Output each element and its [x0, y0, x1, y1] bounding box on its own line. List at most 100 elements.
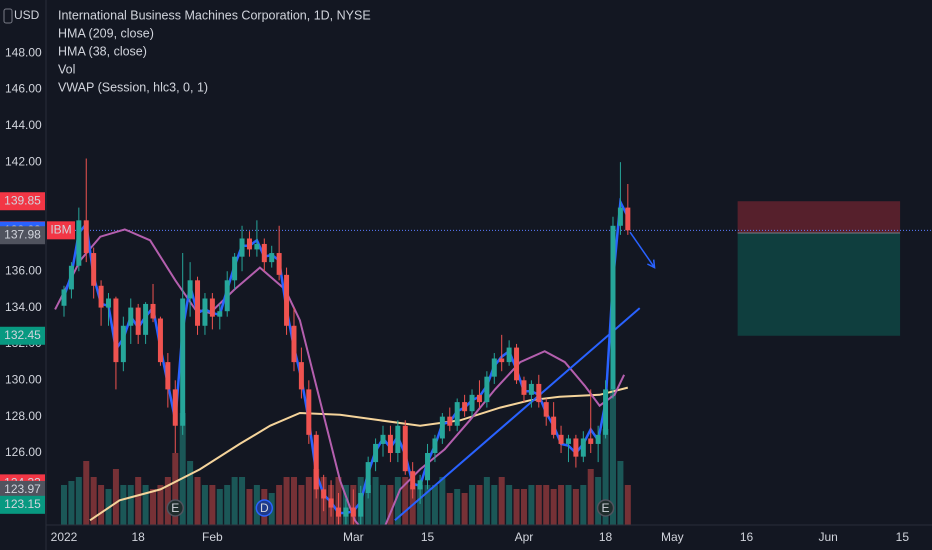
volume-bar: [602, 429, 609, 525]
candle-body: [380, 434, 386, 444]
candle-body: [313, 434, 319, 490]
candle-body: [625, 207, 631, 231]
arrow-line: [629, 231, 656, 269]
y-tick-label: 128.00: [5, 409, 42, 423]
price-badge: [0, 326, 45, 345]
candle-body: [68, 265, 74, 290]
y-tick-label: 148.00: [5, 45, 42, 59]
volume-bar: [372, 477, 379, 525]
event-marker: [255, 499, 274, 517]
volume-bar: [142, 485, 149, 525]
volume-bar: [90, 477, 97, 525]
candle-body: [506, 347, 512, 363]
x-tick-label: 15: [896, 530, 910, 544]
candle-body: [209, 298, 215, 317]
volume-bar: [224, 485, 231, 525]
candle-body: [350, 507, 356, 517]
candle-body: [365, 462, 371, 494]
candle-body: [98, 285, 104, 308]
candle-body: [588, 438, 594, 444]
volume-bar: [380, 485, 387, 525]
volume-bar: [127, 485, 134, 525]
currency: USD: [14, 8, 40, 22]
volume-bar: [150, 489, 157, 525]
candle-body: [284, 274, 290, 326]
x-tick-label: 15: [421, 530, 435, 544]
volume-bar: [439, 477, 446, 525]
indicator-line: [54, 228, 626, 525]
price-badge-label: 123.97: [4, 482, 41, 496]
volume-bar: [454, 489, 461, 525]
candle-body: [565, 438, 571, 444]
candle-body: [343, 507, 349, 517]
volume-bar: [491, 485, 498, 525]
candle-body: [298, 362, 304, 390]
volume-bar: [112, 469, 119, 525]
candle-body: [580, 438, 586, 457]
x-tick-label: Feb: [202, 530, 223, 544]
candle-body: [558, 434, 564, 444]
legend-item: VWAP (Session, hlc3, 0, 1): [58, 80, 208, 94]
candle-body: [180, 298, 186, 426]
volume-bar: [98, 485, 105, 525]
candle-body: [306, 389, 312, 435]
candle-body: [135, 307, 141, 335]
volume-bar: [446, 493, 453, 525]
x-tick-label: May: [661, 530, 684, 544]
indicator-line: [89, 386, 629, 522]
volume-bar: [239, 477, 246, 525]
volume-bar: [179, 413, 186, 525]
candle-body: [469, 394, 475, 412]
arrow-head: [647, 259, 656, 269]
candle-body: [224, 280, 230, 312]
volume-bar: [387, 485, 394, 525]
candle-body: [528, 383, 534, 395]
legend-item: HMA (209, close): [58, 26, 154, 40]
trendline: [394, 307, 641, 522]
candle-body: [239, 238, 245, 257]
volume-bar: [68, 481, 75, 525]
volume-bar: [498, 477, 505, 525]
candle-body: [217, 311, 223, 317]
volume-bar: [624, 485, 631, 525]
candle-body: [617, 207, 623, 226]
candle-body: [439, 416, 445, 439]
volume-bar: [587, 469, 594, 525]
candle-body: [514, 347, 520, 381]
candle-body: [476, 394, 482, 403]
candle-body: [395, 425, 401, 454]
volume-bar: [187, 461, 194, 525]
volume-bar: [483, 477, 490, 525]
price-badge: [0, 495, 45, 514]
candle-body: [536, 383, 542, 403]
legend-item: HMA (38, close): [58, 44, 147, 58]
volume-bar: [209, 485, 216, 525]
volume-bar: [550, 489, 557, 525]
volume-bar: [417, 485, 424, 525]
candle-body: [113, 298, 119, 363]
symbol-label: IBM: [50, 222, 71, 236]
volume-bar: [469, 485, 476, 525]
volume-bar: [290, 477, 297, 525]
candle-body: [195, 280, 201, 326]
candle-body: [543, 402, 549, 417]
candle-body: [402, 425, 408, 472]
candle-body: [202, 298, 208, 326]
volume-bar: [609, 389, 616, 525]
volume-bar: [461, 493, 468, 525]
volume-bar: [528, 485, 535, 525]
candle-body: [521, 380, 527, 395]
candle-body: [335, 507, 341, 517]
x-tick-label: 16: [740, 530, 754, 544]
volume-bar: [580, 485, 587, 525]
volume-bar: [75, 477, 82, 525]
y-tick-label: 136.00: [5, 263, 42, 277]
candle-body: [432, 438, 438, 454]
volume-bar: [305, 477, 312, 525]
event-label: E: [602, 501, 610, 515]
candle-body: [425, 453, 431, 481]
position-target-zone: [737, 233, 901, 336]
price-badge-label: 137.98: [4, 227, 41, 241]
